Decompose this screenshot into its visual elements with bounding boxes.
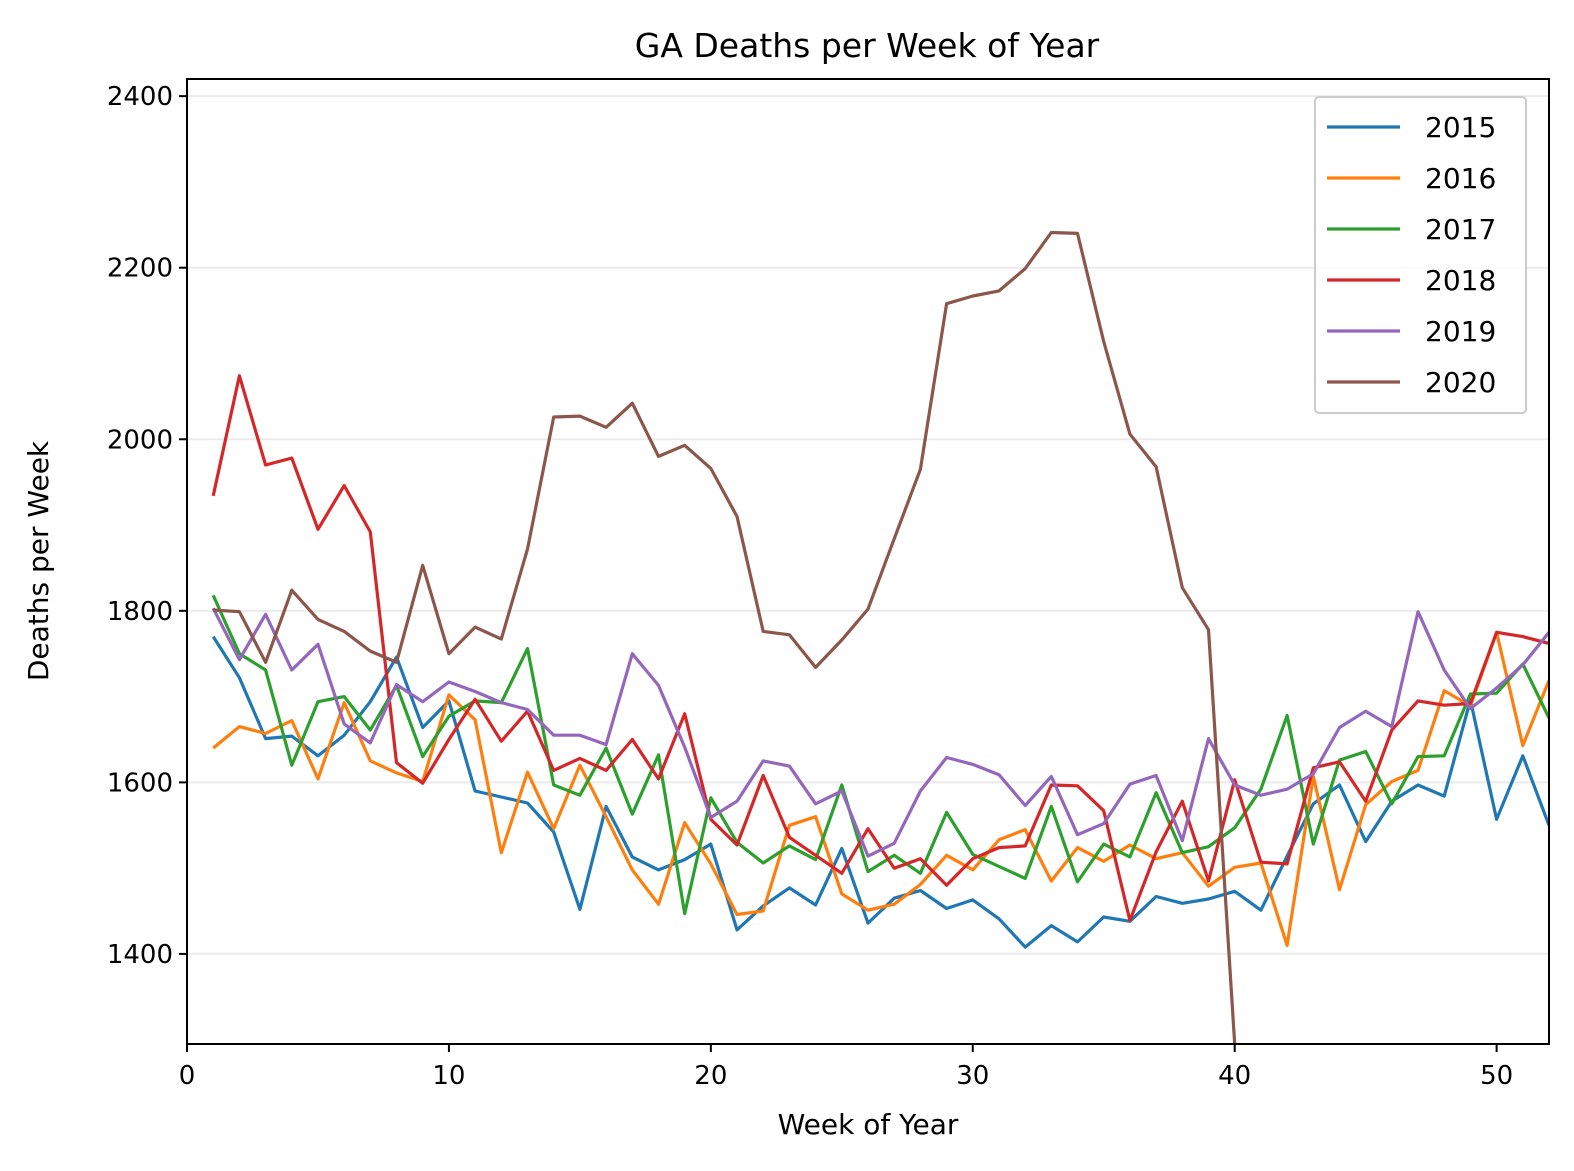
series-line-2017 bbox=[211, 594, 1549, 916]
x-tick-label: 30 bbox=[956, 1061, 989, 1091]
y-tick-label: 2200 bbox=[107, 254, 173, 284]
y-tick-label: 2000 bbox=[107, 425, 173, 455]
series-line-2019 bbox=[211, 607, 1549, 858]
y-tick-label: 1800 bbox=[107, 597, 173, 627]
x-axis: 0 10 20 30 40 50 bbox=[179, 1044, 1513, 1091]
x-tick-label: 20 bbox=[694, 1061, 727, 1091]
plot-frame bbox=[186, 78, 1550, 1045]
y-tick-label: 1600 bbox=[107, 768, 173, 798]
series-line-2020 bbox=[213, 230, 1237, 1044]
legend-label-2015: 2015 bbox=[1425, 111, 1496, 144]
legend: 2015 2016 2017 2018 2019 2020 bbox=[1314, 96, 1527, 414]
series-lines bbox=[211, 230, 1549, 1044]
x-tick-label: 50 bbox=[1480, 1061, 1513, 1091]
legend-label-2016: 2016 bbox=[1425, 162, 1496, 195]
y-tick-label: 2400 bbox=[107, 82, 173, 112]
legend-label-2020: 2020 bbox=[1425, 366, 1496, 399]
y-axis-label: Deaths per Week bbox=[22, 440, 55, 681]
legend-label-2017: 2017 bbox=[1425, 213, 1496, 246]
chart-title: GA Deaths per Week of Year bbox=[635, 26, 1100, 65]
legend-box bbox=[1314, 96, 1527, 414]
x-tick-label: 40 bbox=[1218, 1061, 1251, 1091]
x-tick-label: 10 bbox=[432, 1061, 465, 1091]
x-tick-label: 0 bbox=[179, 1061, 196, 1091]
legend-label-2019: 2019 bbox=[1425, 315, 1496, 348]
series-line-2018 bbox=[211, 374, 1549, 923]
legend-label-2018: 2018 bbox=[1425, 264, 1496, 297]
series-line-2016 bbox=[212, 630, 1549, 948]
x-axis-label: Week of Year bbox=[778, 1108, 959, 1141]
series-line-2015 bbox=[211, 635, 1549, 949]
y-axis: 1400 1600 1800 2000 2200 2400 bbox=[107, 82, 187, 970]
y-tick-label: 1400 bbox=[107, 940, 173, 970]
